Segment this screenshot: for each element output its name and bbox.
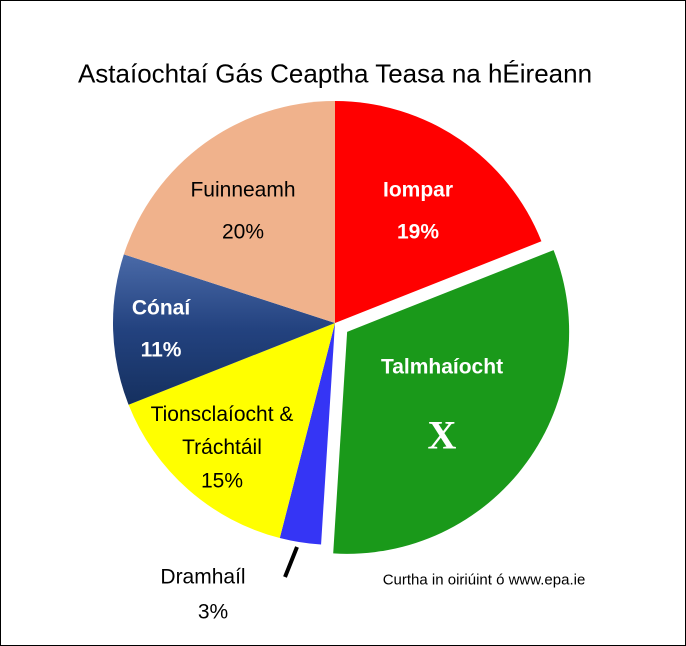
value-label: 3% (197, 600, 229, 624)
slice-label: Fuinneamh (190, 178, 296, 202)
value-label: 15% (200, 469, 244, 493)
slice-label: Talmhaíocht (380, 355, 504, 379)
slice-label: Iompar (382, 178, 454, 202)
value-label: 20% (221, 220, 265, 244)
pie-slice (128, 323, 335, 539)
leader-line (283, 546, 299, 578)
pie-slice (333, 250, 570, 554)
pie-slice (123, 101, 336, 323)
value-label: 19% (396, 220, 440, 244)
chart-title: Astaíochtaí Gás Ceaptha Teasa na hÉirean… (77, 58, 593, 89)
slice-label: Tionsclaíocht & Tráchtáil (150, 403, 294, 459)
pie-slice (112, 254, 335, 405)
slice-label: Cónaí (131, 296, 191, 320)
value-label: X (427, 412, 457, 458)
pie-slice (279, 323, 335, 545)
value-label: 11% (140, 338, 182, 362)
slice-label: Dramhaíl (160, 565, 246, 589)
pie-slice (335, 101, 542, 323)
source-note: Curtha in oiriúint ó www.epa.ie (382, 571, 586, 589)
